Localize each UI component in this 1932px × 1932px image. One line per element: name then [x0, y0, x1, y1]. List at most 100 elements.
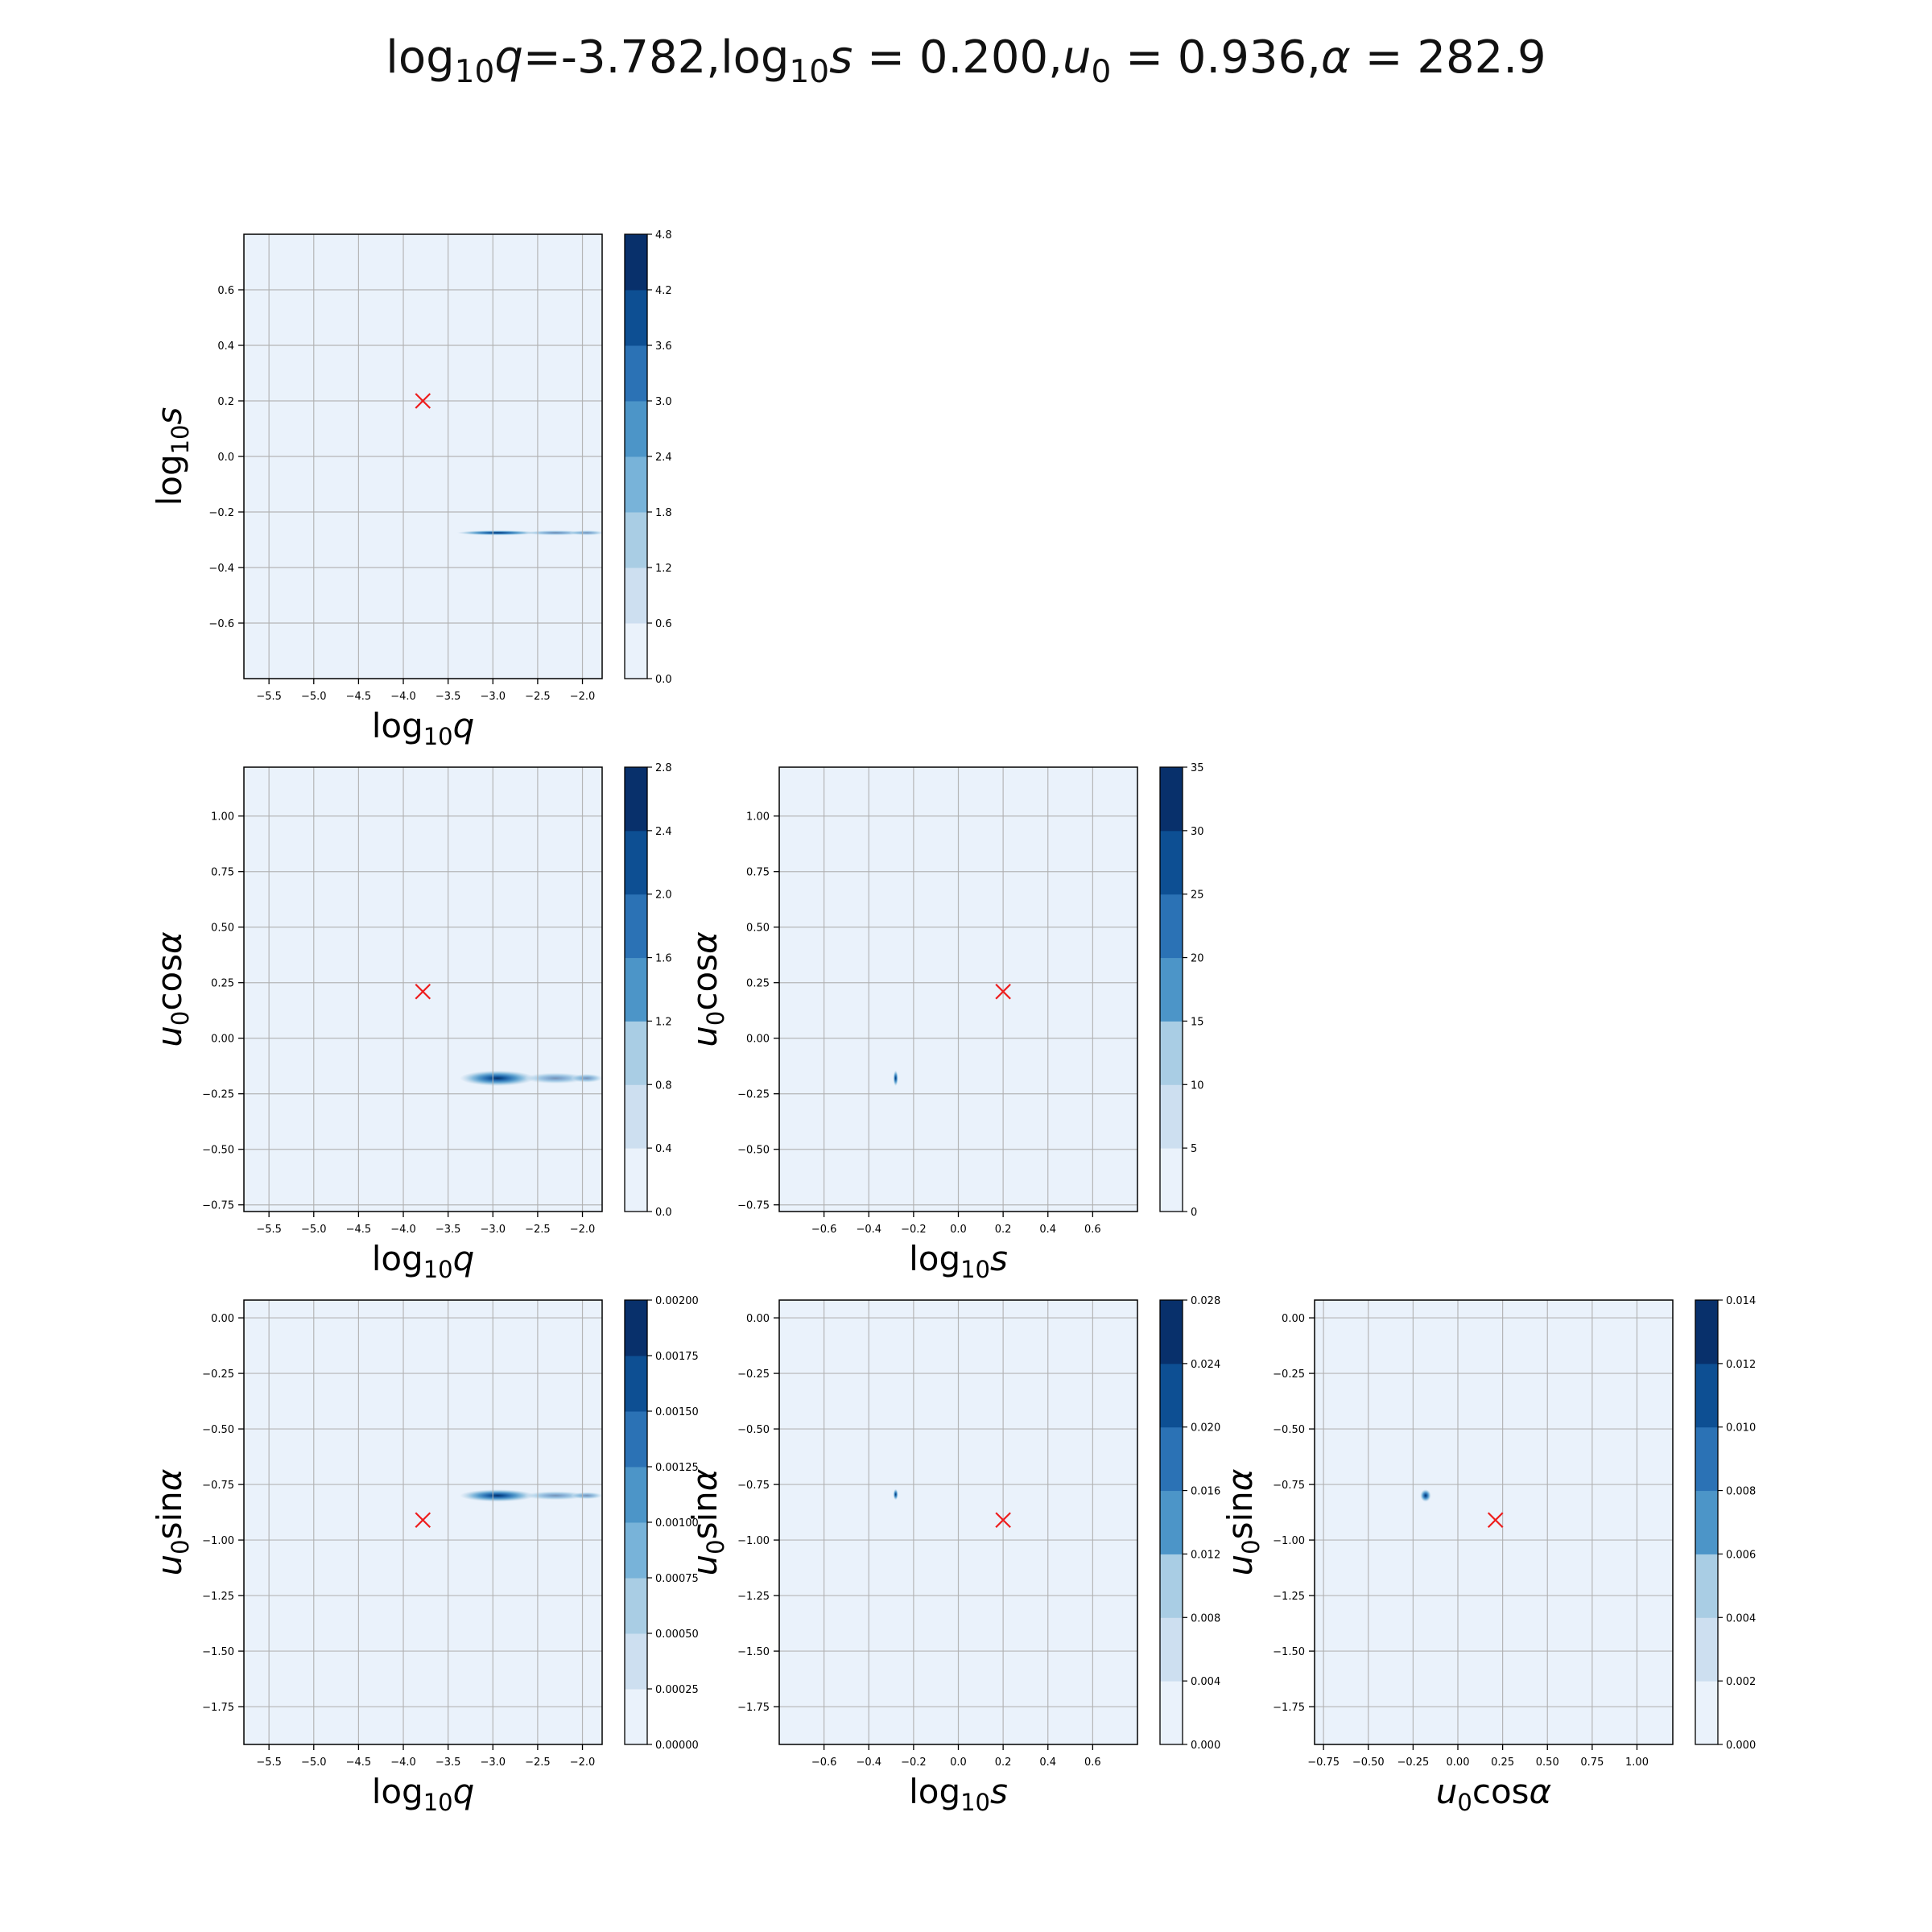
x-axis-label: log10​q: [372, 1772, 475, 1816]
colorbar-level: [1695, 1300, 1718, 1364]
plot-background: [244, 767, 602, 1212]
x-tick-label: −4.0: [390, 1757, 416, 1769]
y-tick-label: 0.00: [211, 1034, 234, 1046]
colorbar-level: [1695, 1363, 1718, 1428]
x-tick-label: −2.5: [525, 691, 551, 703]
colorbar-tick-label: 0.008: [1191, 1612, 1220, 1624]
x-tick-label: −0.4: [856, 1757, 881, 1769]
y-tick-label: 0.50: [211, 923, 234, 935]
colorbar-level: [625, 512, 647, 568]
y-tick-label: −0.50: [202, 1424, 234, 1436]
grid: [244, 1300, 602, 1744]
y-tick-label: −1.25: [737, 1591, 770, 1603]
x-tick-label: −0.50: [1352, 1757, 1385, 1769]
colorbar-tick-label: 0.012: [1191, 1549, 1220, 1561]
y-tick-label: −1.75: [202, 1702, 234, 1714]
y-tick-label: −1.00: [1273, 1535, 1305, 1547]
colorbar-tick-label: 0.014: [1726, 1295, 1756, 1307]
colorbar-level: [1160, 1681, 1183, 1745]
x-tick-label: 1.00: [1625, 1757, 1649, 1769]
panel-logq-usin: −5.5 −5.0 −4.5 −4.0 −3.5 −3.0 −2.5 −2.0 −1.75 −1.…: [150, 1295, 699, 1816]
x-tick-label: −5.0: [301, 1224, 327, 1236]
x-tick-label: −2.5: [525, 1224, 551, 1236]
colorbar-tick-label: 0.00100: [655, 1517, 699, 1530]
colorbar-level: [625, 623, 647, 679]
y-tick-label: 0.25: [746, 978, 770, 990]
density-blob-2: [571, 1073, 602, 1083]
y-tick-label: −0.25: [737, 1368, 770, 1381]
x-tick-label: −4.0: [390, 1224, 416, 1236]
x-tick-label: −4.5: [346, 1224, 372, 1236]
y-tick-label: 0.6: [217, 285, 234, 297]
grid: [244, 767, 602, 1212]
colorbar-tick-label: 0.00025: [655, 1684, 699, 1696]
truth-marker: [415, 393, 431, 409]
colorbar-level: [625, 234, 647, 291]
y-tick-label: −1.25: [1273, 1591, 1305, 1603]
colorbar: 0.000 0.004 0.008 0.012 0.016 0.020 0.024 0.028: [1159, 1295, 1220, 1752]
plot-frame: [1314, 1299, 1674, 1745]
x-tick-label: 0.6: [1084, 1757, 1101, 1769]
colorbar-tick-label: 2.4: [655, 452, 672, 464]
colorbar-tick-label: 0.024: [1191, 1359, 1220, 1371]
density-blob-0: [460, 1070, 535, 1087]
colorbar-tick-label: 3.6: [655, 341, 672, 353]
grid: [244, 234, 602, 679]
colorbar-tick-label: 0.002: [1726, 1676, 1756, 1688]
colorbar-level: [1695, 1490, 1718, 1554]
colorbar-level: [625, 1148, 647, 1212]
colorbar-tick-label: 0.020: [1191, 1422, 1220, 1435]
y-tick-label: −1.75: [737, 1702, 770, 1714]
x-tick-label: −5.5: [256, 691, 282, 703]
grid: [779, 1300, 1137, 1744]
colorbar-tick-label: 0.000: [1191, 1740, 1220, 1752]
colorbar-tick-label: 0.016: [1191, 1486, 1220, 1498]
colorbar-tick-label: 0.000: [1726, 1740, 1756, 1752]
colorbar-level: [625, 894, 647, 959]
density-contours: [893, 1488, 898, 1501]
y-tick-label: 0.2: [217, 396, 234, 408]
colorbar-level: [625, 767, 647, 832]
density-blob-2: [568, 530, 602, 535]
colorbar-tick-label: 0.6: [655, 618, 672, 630]
y-tick-label: −0.75: [1273, 1480, 1305, 1492]
y-tick-label: 0.50: [746, 923, 770, 935]
y-tick-label: 0.75: [746, 867, 770, 879]
colorbar-frame: [1159, 766, 1183, 1212]
y-axis-label: u0​sinα: [150, 1468, 194, 1575]
colorbar-level: [1160, 1426, 1183, 1492]
plot-background: [244, 1300, 602, 1744]
density-blob-2: [571, 1492, 602, 1500]
x-axis-label: log10​s: [909, 1239, 1008, 1283]
x-tick-label: −2.5: [525, 1757, 551, 1769]
x-tick-label: −0.2: [901, 1757, 927, 1769]
x-tick-label: 0.2: [995, 1757, 1012, 1769]
colorbar-level: [1160, 830, 1183, 895]
colorbar-level: [625, 1021, 647, 1085]
colorbar-level: [625, 1411, 647, 1468]
y-tick-label: 0.75: [211, 867, 234, 879]
y-tick-label: 0.00: [746, 1313, 770, 1325]
colorbar-level: [1695, 1554, 1718, 1618]
colorbar-tick-label: 35: [1191, 762, 1204, 774]
colorbar-tick-label: 0.00150: [655, 1406, 699, 1418]
y-tick-label: −0.50: [737, 1424, 770, 1436]
colorbar-tick-label: 4.8: [655, 229, 672, 242]
colorbar-tick-label: 0.008: [1726, 1486, 1756, 1498]
colorbar-tick-label: 3.0: [655, 396, 672, 408]
colorbar-level: [1695, 1617, 1718, 1682]
y-axis-label: u0​cosα: [150, 931, 194, 1047]
y-tick-label: −0.25: [737, 1089, 770, 1101]
x-tick-label: −0.25: [1397, 1757, 1429, 1769]
colorbar-tick-label: 0.00175: [655, 1351, 699, 1363]
x-tick-label: −5.5: [256, 1224, 282, 1236]
colorbar-tick-label: 0: [1191, 1207, 1197, 1219]
x-tick-label: −5.5: [256, 1757, 282, 1769]
y-tick-label: −0.75: [737, 1480, 770, 1492]
figure-title: log10​q=-3.782,log10​s = 0.200,u0​ = 0.9…: [386, 31, 1546, 90]
colorbar-level: [1160, 1490, 1183, 1554]
x-axis-label: log10​q: [372, 706, 475, 750]
plot-frame: [243, 766, 603, 1212]
x-tick-label: −2.0: [570, 1224, 596, 1236]
x-tick-label: −3.0: [480, 1224, 506, 1236]
